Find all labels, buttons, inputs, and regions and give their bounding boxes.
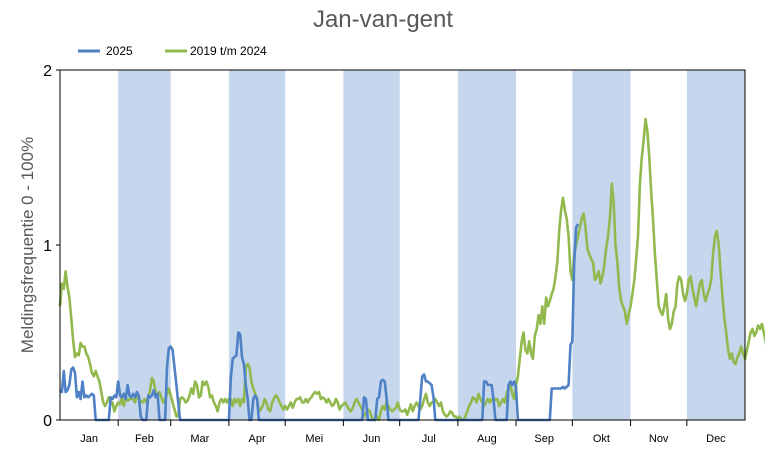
shade-okt — [572, 70, 631, 420]
y-tick-label: 1 — [43, 238, 52, 255]
x-tick-label-apr: Apr — [248, 433, 265, 445]
x-tick-label-sep: Sep — [534, 433, 554, 445]
x-tick-label-nov: Nov — [649, 433, 669, 445]
x-tick-label-aug: Aug — [477, 433, 497, 445]
x-tick-label-mei: Mei — [305, 433, 323, 445]
shade-dec — [686, 70, 745, 420]
y-tick-label: 2 — [43, 63, 52, 80]
x-tick-label-feb: Feb — [135, 433, 154, 445]
chart-title: Jan-van-gent — [313, 6, 453, 33]
shade-apr — [228, 70, 286, 420]
shade-jun — [343, 70, 400, 420]
y-axis-label: Meldingsfrequentie 0 - 100% — [18, 137, 37, 353]
x-tick-label-jul: Jul — [422, 433, 436, 445]
x-tick-label-jun: Jun — [363, 433, 381, 445]
x-tick-label-okt: Okt — [593, 433, 610, 445]
month-shading — [118, 70, 745, 420]
legend: 2025 2019 t/m 2024 — [78, 44, 267, 58]
shade-aug — [457, 70, 517, 420]
shade-feb — [118, 70, 171, 420]
legend-label-2025: 2025 — [106, 44, 133, 58]
x-tick-label-mar: Mar — [190, 433, 209, 445]
legend-label-2019-2024: 2019 t/m 2024 — [190, 44, 267, 58]
x-tick-label-jan: Jan — [80, 433, 98, 445]
x-tick-label-dec: Dec — [706, 433, 726, 445]
y-tick-label: 0 — [43, 413, 52, 430]
x-axis-ticks: Jan Feb Mar Apr Mei Jun Jul Aug Sep Okt Nov Dec — [80, 420, 726, 445]
y-axis-ticks: 0 1 2 — [43, 63, 60, 430]
